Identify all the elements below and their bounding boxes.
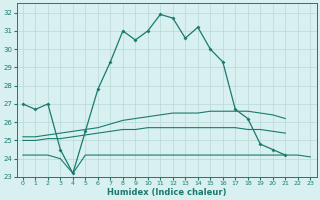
X-axis label: Humidex (Indice chaleur): Humidex (Indice chaleur) [107,188,226,197]
